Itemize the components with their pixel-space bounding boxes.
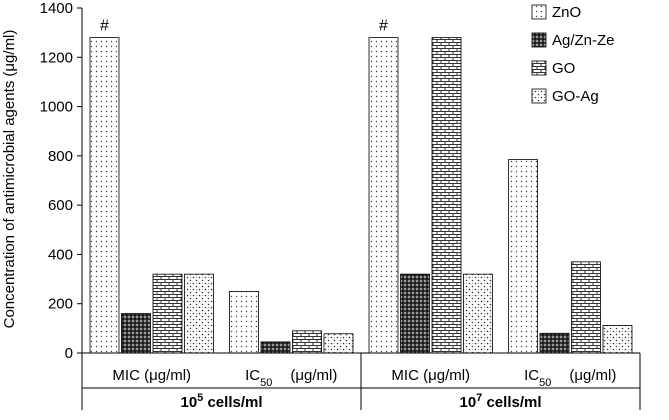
bar-ag-zn-ze: [260, 341, 291, 354]
bar-ag-zn-ze: [400, 273, 430, 354]
bar-zno: [508, 159, 538, 354]
legend-label: GO: [552, 60, 575, 77]
category-label: MIC (μg/ml): [391, 367, 470, 384]
y-tick-label: 0: [65, 345, 73, 362]
y-tick-label: 1400: [40, 0, 73, 17]
significance-marker: #: [379, 18, 388, 35]
legend-item: Ag/Zn-Ze: [531, 32, 615, 49]
legend-swatch: [531, 88, 547, 104]
bar-go: [571, 261, 601, 354]
y-tick-label: 200: [48, 296, 73, 313]
bar-marks: # #: [89, 18, 633, 354]
y-axis-title: Concentration of antimicrobial agents (μ…: [1, 30, 18, 329]
legend-swatch: [531, 4, 547, 20]
y-tick-label: 600: [48, 197, 73, 214]
legend-label: GO-Ag: [552, 88, 599, 105]
bar-go: [152, 273, 183, 354]
legend-item: GO: [531, 60, 575, 77]
bar-ag-zn-ze: [539, 332, 570, 354]
bar-zno: [368, 37, 399, 354]
significance-marker: #: [100, 18, 109, 35]
bar-go: [292, 330, 322, 354]
category-label: IC50 (μg/ml): [524, 367, 616, 389]
bar-ag-zn-ze: [121, 313, 151, 354]
x-axis: MIC (μg/ml) IC50 (μg/ml) MIC (μg/ml) IC50 (μg…: [81, 352, 641, 411]
legend-item: ZnO: [531, 4, 581, 21]
legend-item: GO-Ag: [531, 88, 599, 105]
y-tick-label: 1200: [40, 49, 73, 66]
bar-zno: [229, 290, 259, 354]
y-tick-label: 400: [48, 246, 73, 263]
y-tick-label: 1000: [40, 99, 73, 116]
legend: ZnO Ag/Zn-Ze GO GO-Ag: [531, 4, 615, 105]
category-label: IC50 (μg/ml): [245, 367, 337, 389]
legend-swatch: [531, 32, 547, 48]
bar-go-ag: [323, 333, 354, 354]
category-label: MIC (μg/ml): [112, 367, 191, 384]
bar-zno: [89, 37, 120, 354]
bar-go-ag: [602, 324, 633, 354]
group-label: 107 cells/ml: [459, 392, 541, 411]
legend-swatch: [531, 60, 547, 76]
legend-label: Ag/Zn-Ze: [552, 32, 615, 49]
y-tick-label: 800: [48, 148, 73, 165]
bar-go-ag: [184, 273, 214, 354]
y-axis: 0 200 400 600 800 1000 1200 1400: [40, 0, 83, 362]
bar-go-ag: [463, 273, 493, 354]
legend-label: ZnO: [552, 4, 581, 21]
group-label: 105 cells/ml: [180, 392, 262, 411]
bar-go: [431, 37, 462, 354]
